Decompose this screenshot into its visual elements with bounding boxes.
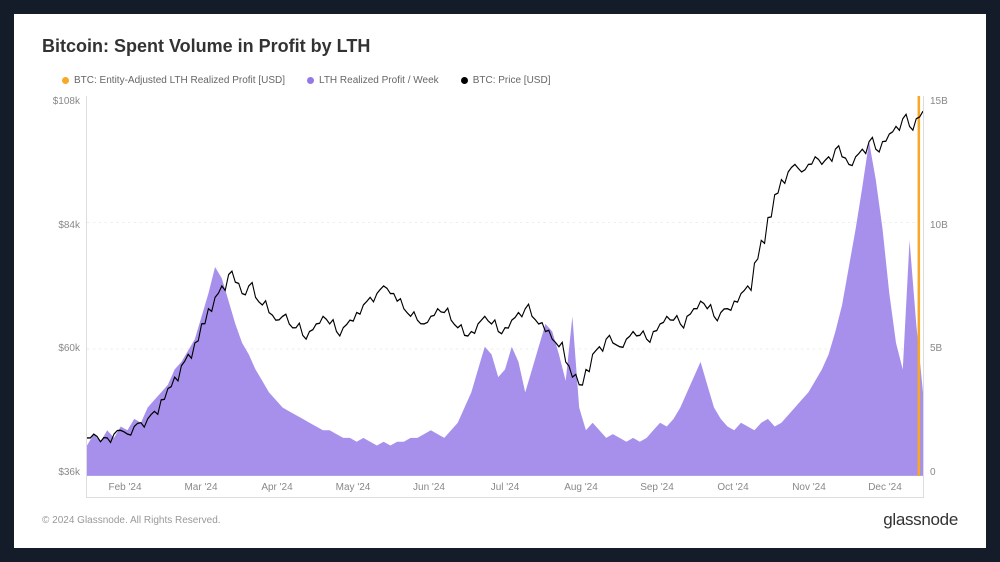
x-tick: May '24 xyxy=(336,482,371,493)
y-left-tick: $60k xyxy=(42,343,80,354)
y-left-tick: $84k xyxy=(42,220,80,231)
glassnode-logo: glassnode xyxy=(883,510,958,530)
x-tick: Aug '24 xyxy=(564,482,598,493)
x-tick: Oct '24 xyxy=(717,482,748,493)
y-right-tick: 15B xyxy=(930,96,958,107)
x-tick: Dec '24 xyxy=(868,482,902,493)
y-right-tick: 10B xyxy=(930,220,958,231)
legend: BTC: Entity-Adjusted LTH Realized Profit… xyxy=(42,75,958,86)
legend-item-2: BTC: Price [USD] xyxy=(461,75,551,86)
chart-card: Bitcoin: Spent Volume in Profit by LTH B… xyxy=(14,14,986,548)
x-tick: Jun '24 xyxy=(413,482,445,493)
copyright-text: © 2024 Glassnode. All Rights Reserved. xyxy=(42,515,221,526)
chart-svg-container[interactable]: Feb '24 Mar '24 Apr '24 May '24 Jun '24 Jul '… xyxy=(86,96,924,498)
x-tick: Apr '24 xyxy=(261,482,292,493)
x-tick: Sep '24 xyxy=(640,482,674,493)
legend-label: BTC: Entity-Adjusted LTH Realized Profit… xyxy=(74,75,285,86)
x-tick: Feb '24 xyxy=(108,482,141,493)
legend-dot-icon xyxy=(461,77,468,84)
x-tick: Jul '24 xyxy=(491,482,520,493)
legend-label: LTH Realized Profit / Week xyxy=(319,75,439,86)
legend-item-1: LTH Realized Profit / Week xyxy=(307,75,439,86)
chart-title: Bitcoin: Spent Volume in Profit by LTH xyxy=(42,36,958,57)
chart-svg xyxy=(87,96,923,497)
y-axis-left: $108k $84k $60k $36k xyxy=(42,96,86,498)
y-left-tick: $108k xyxy=(42,96,80,107)
legend-dot-icon xyxy=(62,77,69,84)
x-axis: Feb '24 Mar '24 Apr '24 May '24 Jun '24 Jul '… xyxy=(87,477,923,497)
legend-item-0: BTC: Entity-Adjusted LTH Realized Profit… xyxy=(62,75,285,86)
legend-dot-icon xyxy=(307,77,314,84)
x-tick: Mar '24 xyxy=(184,482,217,493)
y-right-tick: 5B xyxy=(930,343,958,354)
y-right-tick: 0 xyxy=(930,467,958,478)
y-axis-right: 15B 10B 5B 0 xyxy=(924,96,958,498)
x-tick: Nov '24 xyxy=(792,482,826,493)
plot-area: $108k $84k $60k $36k Feb '24 Mar '24 Apr '… xyxy=(42,96,958,498)
legend-label: BTC: Price [USD] xyxy=(473,75,551,86)
y-left-tick: $36k xyxy=(42,467,80,478)
footer: © 2024 Glassnode. All Rights Reserved. g… xyxy=(42,510,958,530)
